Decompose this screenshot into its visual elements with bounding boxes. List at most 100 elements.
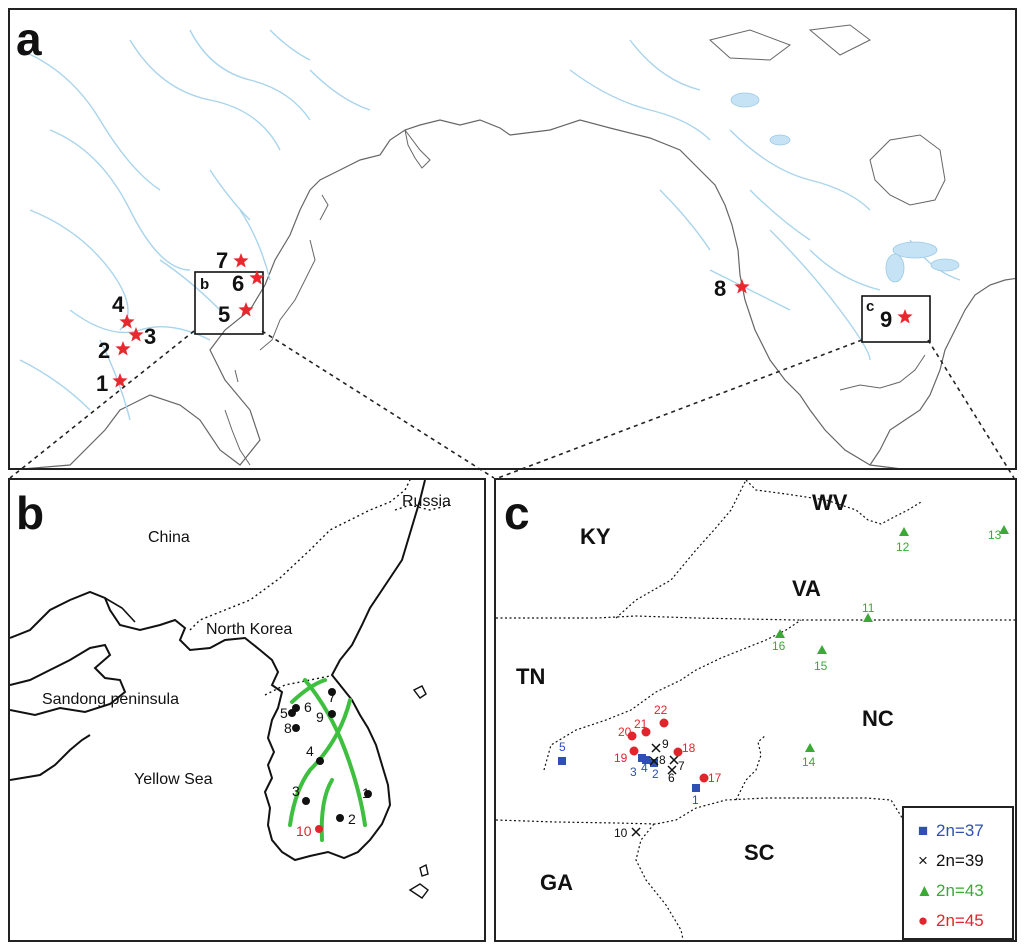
korea-site-8: 8 xyxy=(284,720,292,736)
marker-cross-8 xyxy=(649,756,659,766)
label-yellow-sea: Yellow Sea xyxy=(134,771,213,788)
china-north-korea-border xyxy=(189,480,411,631)
site-label-5: 5 xyxy=(218,302,231,327)
site-label-9: 9 xyxy=(880,307,893,332)
panel-c-us-map: c KY WV VA TN NC GA SC 5 3 4 2 1 9 8 7 6… xyxy=(494,478,1017,942)
marker-square-4 xyxy=(642,756,650,764)
marker-triangle-15 xyxy=(817,645,827,654)
korea-map-drawing xyxy=(10,480,451,899)
marker-square-1 xyxy=(692,784,700,792)
site-label-2: 2 xyxy=(98,338,111,363)
state-label-nc: NC xyxy=(862,706,894,731)
korea-dot-7 xyxy=(328,688,336,696)
korea-site-3: 3 xyxy=(292,783,300,799)
us-site-17: 17 xyxy=(708,771,722,785)
marker-cross-7 xyxy=(669,755,679,765)
panel-b-korea-map: b Russia China North Korea Sandong penin… xyxy=(8,478,486,942)
state-label-ky: KY xyxy=(580,524,611,549)
site-star-6 xyxy=(249,270,265,285)
korea-dmz xyxy=(264,675,331,696)
korea-dot-8 xyxy=(292,724,300,732)
russia-border xyxy=(394,504,451,511)
korea-site-6: 6 xyxy=(304,699,312,715)
island-jeju xyxy=(408,863,429,899)
us-site-14: 14 xyxy=(802,755,816,769)
legend-label-2n37: 2n=37 xyxy=(936,821,984,840)
state-label-tn: TN xyxy=(516,664,546,689)
panel-letter-c: c xyxy=(504,487,530,539)
korea-site-dots xyxy=(288,688,372,833)
site-star-9 xyxy=(897,309,913,324)
site-label-3: 3 xyxy=(144,324,157,349)
site-star-7 xyxy=(233,253,249,268)
us-site-9: 9 xyxy=(662,737,669,751)
legend-cross-icon: × xyxy=(918,851,928,870)
us-site-5: 5 xyxy=(559,740,566,754)
marker-triangle-16 xyxy=(775,629,785,638)
marker-circle-21 xyxy=(641,727,651,737)
legend-row-2n37: ■ 2n=37 xyxy=(916,822,984,839)
site-star-4 xyxy=(119,314,135,329)
legend-square-icon: ■ xyxy=(917,821,929,840)
legend-label-2n39: 2n=39 xyxy=(936,851,984,870)
asia-rivers xyxy=(19,29,371,421)
label-russia: Russia xyxy=(402,493,451,510)
us-site-20: 20 xyxy=(618,725,632,739)
korea-dot-1 xyxy=(364,790,372,798)
world-map-drawing xyxy=(19,24,1015,468)
us-site-2: 2 xyxy=(652,767,659,781)
legend-row-2n45: ● 2n=45 xyxy=(916,912,984,929)
us-site-15: 15 xyxy=(814,659,828,673)
us-site-12: 12 xyxy=(896,540,910,554)
us-site-6: 6 xyxy=(668,771,675,785)
korea-site-10: 10 xyxy=(296,823,312,839)
marker-circle-18 xyxy=(673,747,683,757)
korea-site-7: 7 xyxy=(328,689,336,705)
arctic-islands xyxy=(708,24,871,61)
hudson-bay xyxy=(869,134,946,206)
site-star-8 xyxy=(734,279,750,294)
panel-a-world-map: a b c 1 2 3 4 5 6 7 8 9 xyxy=(8,8,1017,470)
great-lakes xyxy=(730,92,960,283)
site-label-8: 8 xyxy=(714,276,727,301)
panel-letter-b: b xyxy=(16,487,45,539)
legend-circle-icon: ● xyxy=(917,911,929,930)
state-borders xyxy=(496,480,1015,940)
us-site-16: 16 xyxy=(772,639,786,653)
inset-b-label: b xyxy=(200,276,210,293)
marker-triangle-12 xyxy=(899,527,909,536)
label-china: China xyxy=(148,529,190,546)
marker-circle-17 xyxy=(699,773,709,783)
island-1 xyxy=(412,685,427,699)
site-label-6: 6 xyxy=(232,271,245,296)
mainland-coast xyxy=(10,480,426,862)
korea-dot-9 xyxy=(328,710,336,718)
legend-label-2n43: 2n=43 xyxy=(936,881,984,900)
marker-circle-20 xyxy=(627,731,637,741)
site-label-7: 7 xyxy=(216,248,229,273)
panel-letter-a: a xyxy=(16,13,42,65)
site-star-5 xyxy=(238,302,254,317)
south-coast xyxy=(10,734,91,781)
us-site-18: 18 xyxy=(682,741,696,755)
marker-square-2 xyxy=(650,759,658,767)
korea-site-9: 9 xyxy=(316,709,324,725)
marker-triangle-13 xyxy=(999,525,1009,534)
taiwan-philippines xyxy=(224,369,251,466)
marker-circle-22 xyxy=(659,718,669,728)
asia-coastline xyxy=(26,119,511,468)
inset-c-label: c xyxy=(866,298,875,315)
us-site-markers xyxy=(558,525,1009,837)
korea-dot-6 xyxy=(292,704,300,712)
state-label-wv: WV xyxy=(812,490,848,515)
korea-site-5: 5 xyxy=(280,705,288,721)
north-america-rivers xyxy=(569,39,961,361)
marker-square-5 xyxy=(558,757,566,765)
state-label-ga: GA xyxy=(540,870,573,895)
us-site-3: 3 xyxy=(630,765,637,779)
us-site-19: 19 xyxy=(614,751,628,765)
legend-label-2n45: 2n=45 xyxy=(936,911,984,930)
us-site-13: 13 xyxy=(988,528,1002,542)
marker-triangle-11 xyxy=(863,613,873,622)
green-river-lines xyxy=(288,678,367,842)
